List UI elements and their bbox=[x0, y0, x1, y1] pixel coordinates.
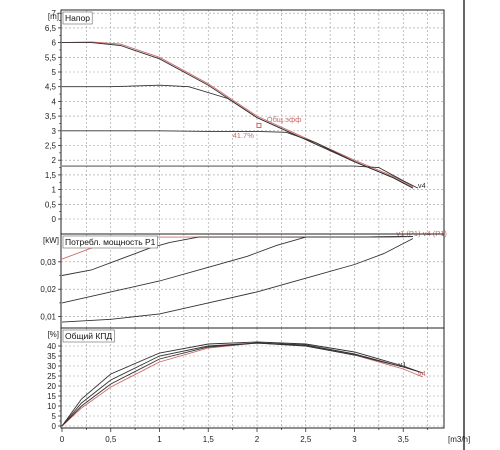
curve-label: Общ.эфф bbox=[267, 115, 302, 124]
y-tick-label: 3 bbox=[52, 127, 57, 136]
y-tick-label: 0 bbox=[52, 215, 57, 224]
panel-title-box bbox=[62, 329, 115, 343]
curve-label: v4 (P1) bbox=[423, 229, 448, 238]
y-tick-label: 0,02 bbox=[40, 285, 56, 294]
panel-title: Общий КПД bbox=[65, 331, 112, 341]
y-tick-label: 5 bbox=[52, 412, 57, 421]
y-tick-label: 0,5 bbox=[45, 200, 57, 209]
panel-eff-border bbox=[60, 327, 445, 429]
curve-label: v1 bbox=[398, 360, 406, 369]
x-tick-label: 0 bbox=[60, 435, 65, 444]
y-tick-label: 5 bbox=[52, 68, 57, 77]
y-tick-label: 4,5 bbox=[45, 83, 57, 92]
y-unit-label: [m] bbox=[48, 12, 59, 21]
y-tick-label: 6 bbox=[52, 39, 57, 48]
series-line-eff-4 bbox=[61, 341, 423, 427]
series-line-eff-2 bbox=[61, 342, 423, 427]
series-line-eff-1 bbox=[61, 342, 423, 427]
panel-head: 0 0,5 1 1,5 2 2,5 3 3,5 4 4,5 5 5,5 6 6,5 7 Общ.эфф 41.7… bbox=[45, 9, 445, 235]
y-tick-label: 40 bbox=[47, 342, 56, 351]
y-tick-label: 0,01 bbox=[40, 313, 56, 322]
x-tick-label: 3 bbox=[352, 435, 357, 444]
y-unit-label: [kW] bbox=[43, 236, 59, 245]
y-tick-label: 30 bbox=[47, 362, 56, 371]
y-tick-label: 3,5 bbox=[45, 112, 57, 121]
panel-head-series bbox=[61, 41, 419, 189]
panel-eff-series bbox=[61, 341, 423, 427]
x-tick-label: 3,5 bbox=[398, 435, 410, 444]
y-tick-label: 15 bbox=[47, 392, 56, 401]
panel-title: Потребл. мощность P1 bbox=[65, 237, 156, 247]
x-unit-label: [m3/h] bbox=[448, 435, 470, 444]
series-line-head-4 bbox=[62, 130, 414, 189]
series-line-power-3 bbox=[61, 236, 414, 304]
y-tick-label: 1 bbox=[52, 186, 57, 195]
y-tick-label: 0,03 bbox=[40, 258, 56, 267]
y-tick-label: 0 bbox=[52, 422, 57, 431]
panel-title-box bbox=[62, 235, 158, 249]
x-tick-label: 2 bbox=[255, 435, 260, 444]
curve-label: v4 bbox=[418, 181, 426, 190]
curve-label: v1 (P1) bbox=[396, 229, 421, 238]
y-tick-label: 1,5 bbox=[45, 171, 57, 180]
y-tick-label: 25 bbox=[47, 372, 56, 381]
y-tick-label: 6,5 bbox=[45, 24, 57, 33]
curve-label: 41.7% bbox=[233, 131, 255, 140]
y-tick-label: 10 bbox=[47, 402, 56, 411]
y-tick-label: 2 bbox=[52, 156, 57, 165]
y-tick-label: 2,5 bbox=[45, 142, 57, 151]
x-tick-label: 1,5 bbox=[203, 435, 215, 444]
y-unit-label: [%] bbox=[47, 330, 59, 339]
panel-eff-background bbox=[61, 328, 444, 428]
panel-power-background bbox=[61, 234, 444, 328]
series-line-power-4 bbox=[61, 238, 414, 323]
series-line-head-5 bbox=[62, 165, 419, 189]
panel-power: 0,01 0,02 0,03 v1 (P1) v4 (P1) Потребл. мощно… bbox=[40, 229, 448, 329]
operating-point-marker bbox=[256, 123, 262, 129]
x-tick-label: 2,5 bbox=[300, 435, 312, 444]
series-line-eff-3 bbox=[61, 342, 423, 427]
series-line-head-1 bbox=[61, 41, 414, 188]
y-tick-label: 5,5 bbox=[45, 53, 57, 62]
y-tick-label: 4 bbox=[52, 97, 57, 106]
curve-label: v4 bbox=[418, 369, 426, 378]
y-tick-label: 35 bbox=[47, 352, 56, 361]
x-tick-label: 0,5 bbox=[105, 435, 117, 444]
y-tick-label: 7 bbox=[52, 9, 57, 18]
y-tick-label: 20 bbox=[47, 382, 56, 391]
panel-title: Напор bbox=[65, 13, 90, 23]
x-tick-label: 1 bbox=[157, 435, 162, 444]
panel-title-box bbox=[62, 11, 93, 25]
